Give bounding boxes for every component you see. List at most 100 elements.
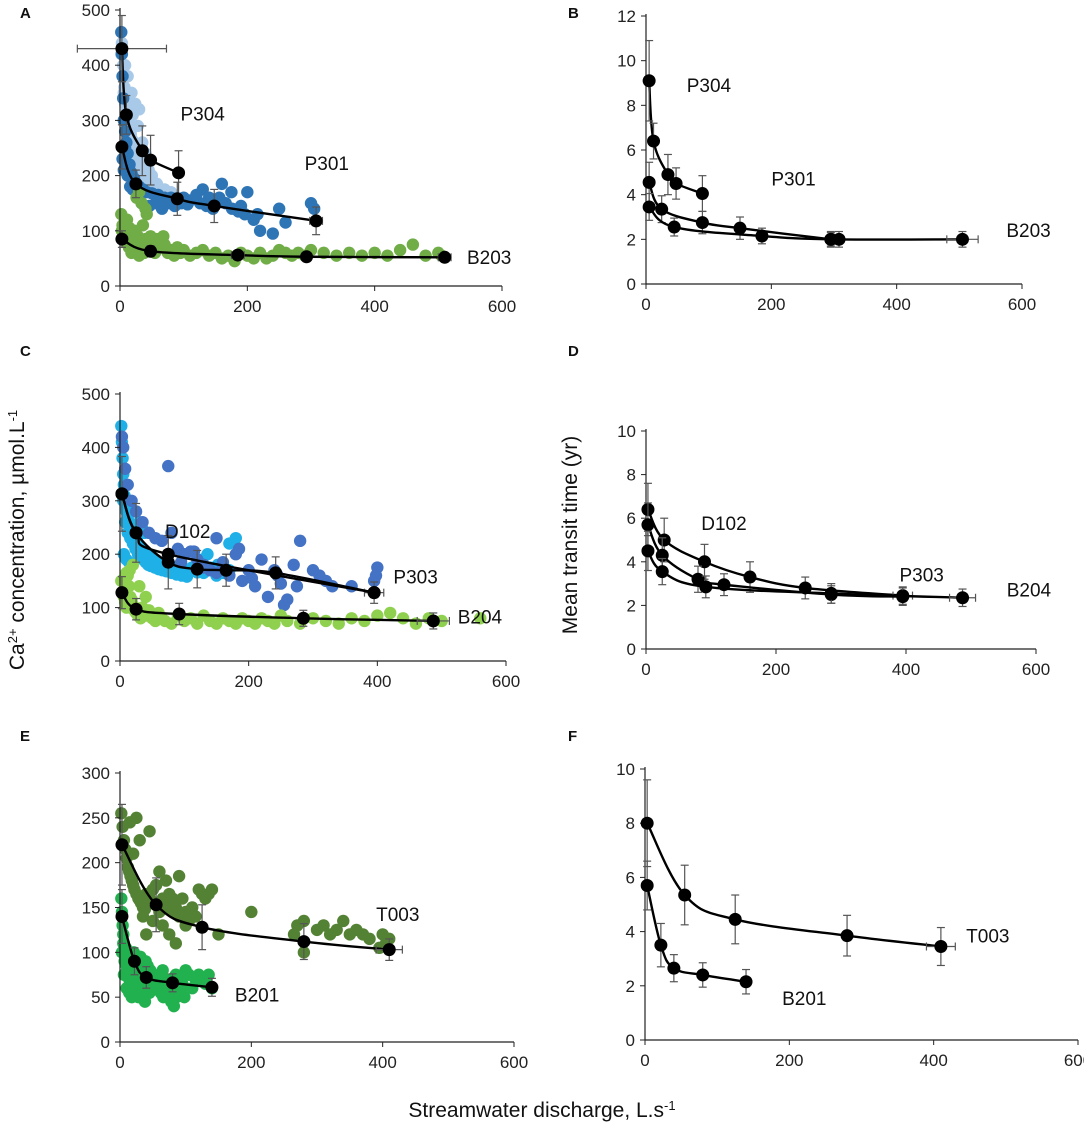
data-point — [396, 612, 410, 625]
data-point — [126, 847, 140, 860]
y-tick-label: 8 — [626, 814, 635, 833]
y-tick-label: 300 — [82, 764, 110, 783]
y-tick-label: 0 — [101, 277, 110, 296]
x-tick-label: 200 — [237, 1053, 265, 1072]
mean-point — [655, 565, 669, 579]
data-point — [180, 570, 194, 583]
mean-point — [309, 214, 323, 228]
mean-point — [135, 144, 149, 158]
mean-point — [956, 591, 970, 605]
x-tick-label: 200 — [762, 660, 790, 679]
data-point — [393, 243, 407, 257]
series-b204 — [641, 530, 977, 608]
fit-line — [120, 844, 390, 951]
data-point — [245, 572, 259, 585]
x-tick-label: 0 — [115, 1053, 124, 1072]
y-tick-label: 50 — [91, 988, 110, 1007]
y-tick-label: 200 — [82, 854, 110, 873]
mean-point — [696, 968, 710, 982]
mean-point — [655, 202, 669, 216]
data-point — [272, 202, 286, 215]
mean-point — [640, 879, 654, 893]
data-point — [332, 617, 345, 630]
panel-label: D — [568, 343, 579, 360]
mean-point — [695, 216, 709, 230]
data-point — [287, 558, 300, 572]
y-tick-label: 300 — [82, 111, 110, 130]
mean-point — [296, 611, 310, 625]
series-d102 — [641, 482, 914, 605]
series-p304 — [76, 14, 186, 196]
data-point — [187, 545, 201, 558]
data-point — [409, 617, 423, 630]
y-tick-label: 4 — [627, 186, 636, 205]
series-label: T003 — [966, 926, 1009, 947]
mean-point — [231, 248, 245, 262]
series-label: B203 — [1006, 221, 1050, 242]
x-tick-label: 0 — [640, 1051, 649, 1070]
mean-point — [139, 970, 153, 984]
series-p303 — [115, 487, 381, 600]
mean-point — [129, 602, 143, 616]
mean-point — [115, 42, 129, 56]
mean-point — [739, 975, 753, 989]
scatter-p303 — [115, 430, 384, 612]
mean-point — [667, 961, 681, 975]
mean-point — [641, 518, 655, 532]
mean-point — [641, 544, 655, 558]
data-point — [115, 807, 128, 820]
series-label: P301 — [771, 170, 815, 191]
x-tick-label: 400 — [892, 660, 920, 679]
data-point — [474, 612, 487, 625]
mean-point — [438, 250, 452, 264]
y-axis-title-right: Mean transit time (yr) — [559, 436, 582, 634]
series-b201 — [115, 888, 219, 997]
mean-point — [426, 614, 440, 628]
y-tick-label: 0 — [626, 1031, 635, 1050]
data-point — [189, 910, 202, 923]
mean-point — [195, 920, 209, 934]
mean-point — [129, 526, 143, 540]
x-tick-label: 600 — [1008, 295, 1036, 314]
panel-c: C 0 200 400 600 0 100 200 300 400 500 D102 P303 B204 — [20, 343, 520, 691]
data-point — [419, 249, 432, 262]
data-point — [138, 995, 152, 1008]
y-tick-label: 6 — [627, 141, 636, 160]
mean-point — [115, 487, 129, 501]
y-tick-label: 200 — [82, 167, 110, 186]
data-point — [307, 202, 321, 215]
y-tick-label: 4 — [626, 923, 635, 942]
panel-e: E 0 200 400 600 0 50 100 150 200 250 300 T003 B201 — [20, 728, 528, 1072]
mean-point — [367, 586, 381, 600]
series-b203 — [642, 192, 979, 248]
y-tick-label: 10 — [616, 760, 635, 779]
y-tick-label: 2 — [627, 230, 636, 249]
y-tick-label: 400 — [82, 56, 110, 75]
x-tick-label: 400 — [360, 297, 388, 316]
mean-point — [824, 232, 838, 246]
mean-point — [166, 976, 180, 990]
mean-point — [733, 221, 747, 235]
mean-point — [207, 199, 221, 213]
mean-point — [172, 607, 186, 621]
data-point — [159, 874, 173, 887]
series-label: P304 — [687, 76, 732, 97]
mean-point — [115, 232, 129, 246]
y-tick-label: 2 — [627, 596, 636, 615]
data-point — [120, 566, 133, 580]
y-tick-label: 100 — [82, 599, 110, 618]
series-t003 — [640, 779, 956, 967]
data-point — [162, 459, 175, 473]
data-point — [232, 542, 246, 556]
mean-point — [161, 547, 175, 561]
data-point — [384, 606, 397, 620]
data-point — [115, 892, 128, 905]
x-tick-label: 400 — [368, 1053, 396, 1072]
data-point — [241, 185, 254, 199]
data-point — [369, 569, 383, 582]
series-p301 — [115, 124, 324, 236]
data-point — [115, 25, 128, 39]
mean-point — [144, 153, 158, 167]
x-axis-title: Streamwater discharge, L.s-1 — [408, 1098, 675, 1123]
mean-point — [695, 187, 709, 201]
